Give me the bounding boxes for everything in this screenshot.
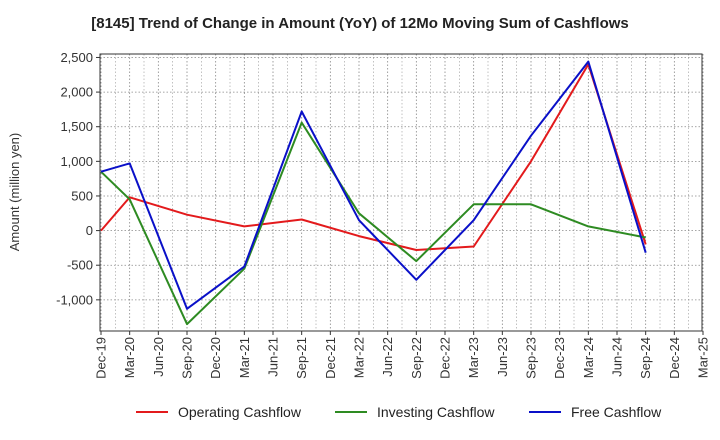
legend-swatch-operating — [136, 411, 168, 413]
legend-label-free: Free Cashflow — [571, 404, 662, 420]
x-tick-label: Jun-21 — [266, 337, 281, 377]
grid-layer — [100, 54, 704, 331]
x-tick-label: Mar-22 — [352, 337, 367, 378]
y-tick-label: -500 — [67, 258, 93, 273]
x-tick-label: Dec-24 — [667, 337, 682, 379]
x-tick-label: Dec-22 — [438, 337, 453, 379]
x-tick-label: Mar-25 — [696, 337, 711, 378]
x-tick-label: Jun-24 — [610, 337, 625, 377]
cashflow-line-chart: 2,500 2,000 1,500 1,000 500 0 -500 -1,000 Dec-1… — [7, 50, 711, 379]
y-tick-label: 2,000 — [60, 85, 93, 100]
legend-item-free: Free Cashflow — [529, 404, 661, 420]
x-tick-label: Mar-23 — [466, 337, 481, 378]
x-tick-label: Dec-19 — [94, 337, 109, 379]
legend-swatch-investing — [335, 411, 367, 413]
series-line-operating — [100, 63, 647, 251]
series-layer — [100, 60, 647, 326]
x-axis: Dec-19 Mar-20 Jun-20 Sep-20 Dec-20 Mar-21 Jun-… — [94, 331, 711, 379]
y-tick-label: -1,000 — [56, 292, 93, 307]
series-line-investing — [100, 121, 646, 326]
plot-frame — [99, 53, 703, 332]
y-axis: 2,500 2,000 1,500 1,000 500 0 -500 -1,000 — [56, 50, 100, 307]
legend-label-operating: Operating Cashflow — [178, 404, 301, 420]
y-tick-label: 500 — [71, 188, 93, 203]
x-tick-label: Dec-21 — [323, 337, 338, 379]
x-tick-label: Sep-23 — [524, 337, 539, 379]
chart-title: [8145] Trend of Change in Amount (YoY) o… — [91, 15, 629, 32]
legend-item-investing: Investing Cashflow — [335, 404, 495, 420]
x-tick-label: Jun-20 — [151, 337, 166, 377]
legend: Operating Cashflow Investing Cashflow Fr… — [0, 404, 720, 426]
x-tick-label: Sep-24 — [638, 337, 653, 379]
series-line-free — [100, 60, 647, 310]
y-tick-label: 1,000 — [60, 154, 93, 169]
x-tick-label: Mar-24 — [581, 337, 596, 378]
y-axis-label: Amount (million yen) — [7, 133, 22, 252]
x-tick-label: Sep-20 — [180, 337, 195, 379]
x-tick-label: Dec-23 — [552, 337, 567, 379]
y-tick-label: 2,500 — [60, 50, 93, 65]
legend-swatch-free — [529, 411, 561, 413]
legend-label-investing: Investing Cashflow — [377, 404, 495, 420]
y-tick-label: 0 — [86, 223, 93, 238]
x-tick-label: Mar-20 — [122, 337, 137, 378]
y-tick-label: 1,500 — [60, 119, 93, 134]
x-tick-label: Mar-21 — [237, 337, 252, 378]
x-tick-label: Sep-21 — [294, 337, 309, 379]
x-tick-label: Dec-20 — [208, 337, 223, 379]
x-tick-label: Jun-22 — [380, 337, 395, 377]
x-tick-label: Jun-23 — [495, 337, 510, 377]
legend-item-operating: Operating Cashflow — [136, 404, 301, 420]
x-tick-label: Sep-22 — [409, 337, 424, 379]
